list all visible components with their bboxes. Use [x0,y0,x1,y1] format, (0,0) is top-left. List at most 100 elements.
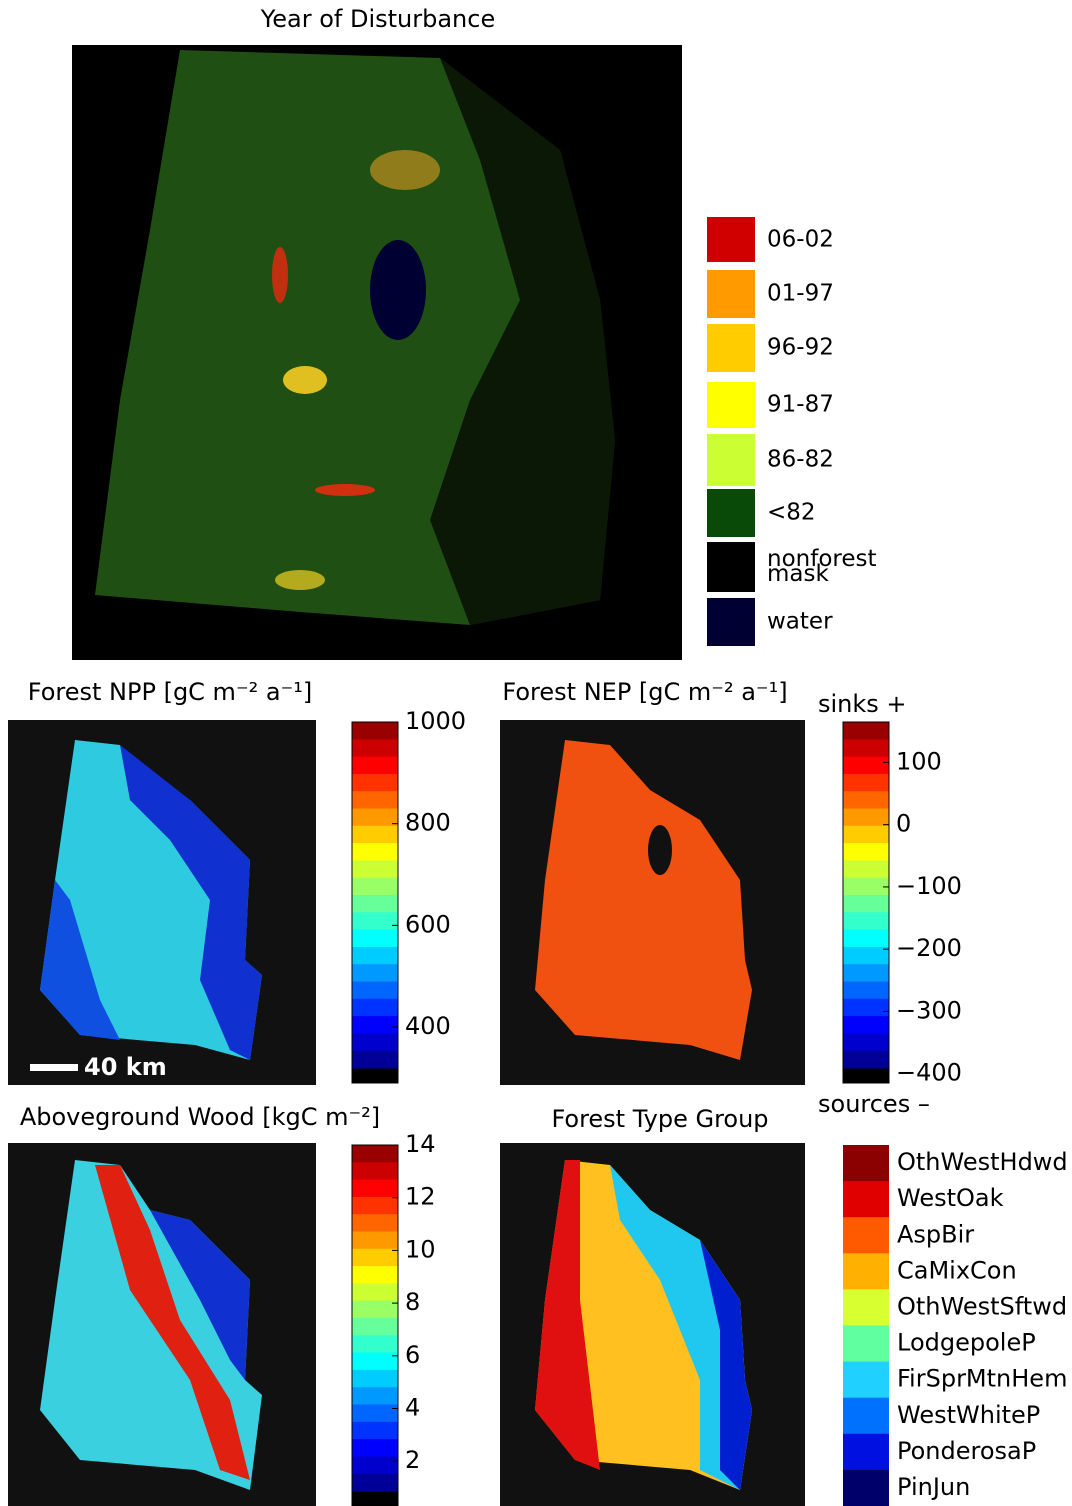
map-area [700,1240,752,1490]
colorbar-step [352,877,398,896]
category-label: LodgepoleP [897,1329,1036,1357]
colorbar-bottom [843,1068,889,1083]
colorbar-step [843,791,889,809]
scale-bar [30,1064,78,1071]
nonforest-area [430,58,615,625]
map-area [40,880,120,1040]
colorbar-step [352,929,398,948]
colorbar-frame [351,1144,399,1506]
colorbar-tick-label: 8 [405,1288,420,1316]
category-label: OthWestHdwd [897,1148,1068,1176]
disturbance-patch [283,366,327,394]
category-label: AspBir [897,1220,974,1248]
legend-label: 06-02 [767,226,834,252]
colorbar-step [352,1473,398,1492]
colorbar-step [352,773,398,792]
colorbar-step [352,1214,398,1232]
disturbance-patch [272,247,288,303]
scale-label: 40 km [84,1053,167,1081]
colorbar-step [352,1456,398,1475]
colorbar-step [843,773,889,792]
colorbar-step [843,981,889,1000]
colorbar-step [352,1016,398,1034]
category-label: CaMixCon [897,1256,1017,1284]
colorbar-step [352,825,398,844]
colorbar-step [352,964,398,982]
colorbar-segment [843,1397,889,1435]
legend-label: 01-97 [767,280,834,307]
colorbar-segment [843,1145,889,1182]
colorbar-tick-label: −100 [896,872,962,900]
colorbar-tick-label: 10 [405,1235,436,1263]
colorbar-tick-label: 4 [405,1394,420,1422]
colorbar-step [352,756,398,775]
colorbar-segment [843,1325,889,1363]
colorbar-step [843,1033,889,1052]
colorbar-step [352,1387,398,1405]
colorbar-step [843,1016,889,1034]
colorbar-step [352,1179,398,1198]
legend-label: water [767,608,833,635]
colorbar-step [843,825,889,844]
colorbar-step [352,843,398,861]
colorbar-tick-label: 800 [405,809,451,837]
disturbance-patch [315,484,375,496]
colorbar-step [352,739,398,758]
category-label: OthWestSftwd [897,1292,1067,1320]
colorbar-step [843,912,889,931]
colorbar-segment [843,1469,889,1506]
legend-swatch [707,382,755,428]
colorbar-step [352,791,398,809]
colorbar-tick-label: −300 [896,996,962,1024]
colorbar-step [352,1231,398,1250]
category-label: WestWhiteP [897,1401,1040,1429]
colorbar-step [352,1369,398,1388]
colorbar-segment [843,1289,889,1326]
disturbance-patch [370,150,440,190]
colorbar-step [352,1033,398,1052]
colorbar-step [352,1283,398,1302]
colorbar-step [352,1196,398,1215]
colorbar-step [352,860,398,879]
panel-title: Aboveground Wood [kgC m⁻²] [20,1103,380,1131]
colorbar-step [352,1248,398,1267]
legend-swatch [707,324,755,372]
colorbar-step [843,946,889,965]
colorbar-step [352,1404,398,1423]
map-area [535,740,752,1060]
colorbar-step [843,808,889,827]
colorbar-step [352,946,398,965]
colorbar-bottom-label: sources – [818,1090,930,1118]
colorbar-frame [351,721,399,1084]
legend-swatch [707,598,755,646]
colorbar-segment [843,1217,889,1254]
lake [370,240,426,340]
colorbar-tick-label: −200 [896,934,962,962]
lake [648,825,672,875]
colorbar-tick-label: 2 [405,1446,420,1474]
legend-swatch [707,217,755,262]
colorbar-tick-label: 0 [896,810,911,838]
colorbar-step [352,1300,398,1319]
colorbar-tick-label: 600 [405,910,451,938]
colorbar-step [352,895,398,913]
colorbar-step [843,756,889,775]
main-title: Year of Disturbance [260,5,495,33]
category-label: FirSprMtnHem [897,1365,1067,1393]
colorbar-tick-label: 100 [896,747,942,775]
colorbar-step [843,843,889,861]
map-area [150,1210,250,1380]
colorbar-segment [843,1361,889,1399]
colorbar-step [843,998,889,1017]
colorbar-tick-label: 400 [405,1012,451,1040]
map-area [610,1165,752,1490]
colorbar-step [843,739,889,758]
colorbar-frame [842,721,890,1084]
legend-label: <82 [767,499,816,526]
colorbar-step [352,1439,398,1457]
colorbar-segment [843,1433,889,1471]
legend-swatch [707,434,755,486]
colorbar-step [352,1318,398,1336]
